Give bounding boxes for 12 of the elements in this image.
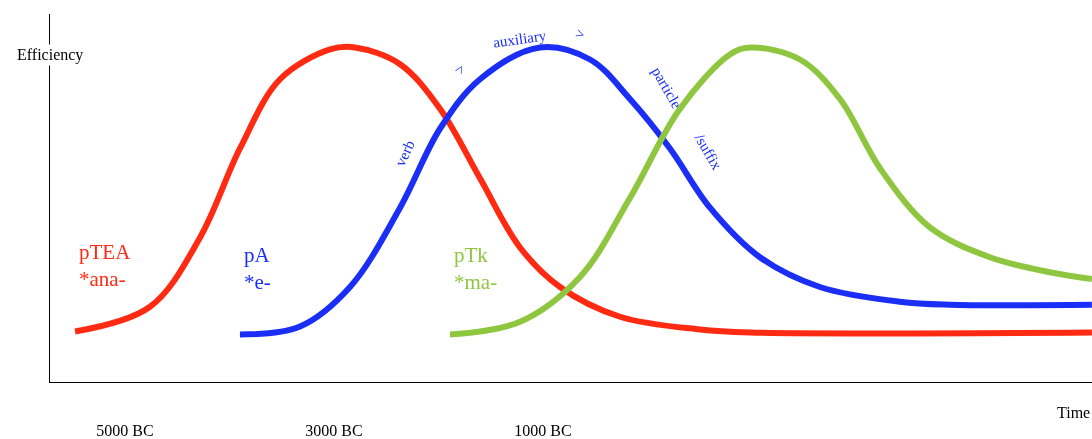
series-label: pTEA *ana-: [79, 240, 132, 292]
x-tick-label: 3000 BC: [305, 422, 363, 439]
y-axis-title: Efficiency: [17, 46, 84, 64]
series-label: pA *e-: [244, 243, 271, 295]
annotation: auxiliary: [492, 27, 548, 51]
x-tick-label: 1000 BC: [514, 422, 572, 439]
series-label: pTk *ma-: [454, 243, 498, 295]
text: >: [573, 24, 587, 43]
x-tick-label: 5000 BC: [96, 422, 154, 439]
annotation: verb: [392, 137, 418, 169]
x-axis-title: Time: [1057, 404, 1091, 421]
annotation: >: [450, 61, 470, 77]
